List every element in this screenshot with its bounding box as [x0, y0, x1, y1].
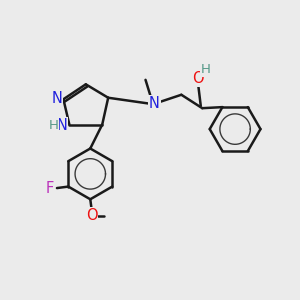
Text: N: N	[149, 96, 160, 111]
Text: O: O	[86, 208, 98, 223]
Text: O: O	[192, 71, 204, 86]
Text: H: H	[200, 64, 210, 76]
Text: N: N	[56, 118, 67, 133]
Text: H: H	[49, 119, 59, 132]
Text: N: N	[51, 91, 62, 106]
Text: F: F	[46, 181, 54, 196]
